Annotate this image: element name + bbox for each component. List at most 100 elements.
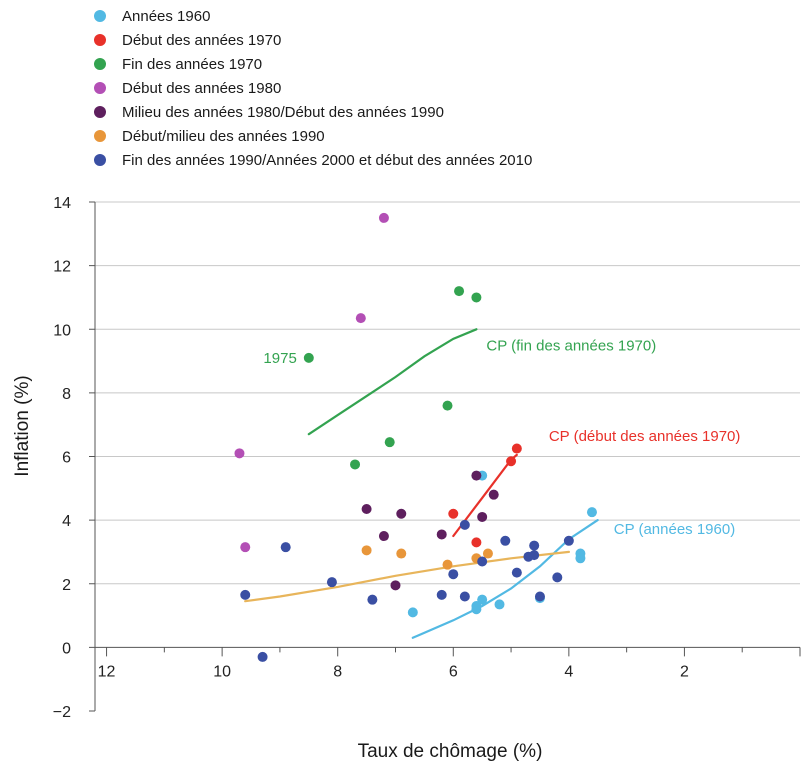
data-point [396,508,407,519]
data-point [529,540,540,551]
data-point [442,400,453,411]
data-point [534,591,545,602]
data-point [471,292,482,303]
data-point [436,589,447,600]
y-tick-label: 12 [53,259,71,276]
data-point [350,459,361,470]
legend-marker-icon [94,58,106,70]
curve-label: CP (fin des années 1970) [486,337,656,354]
data-point [482,548,493,559]
legend-item: Début des années 1970 [94,28,532,52]
data-point [477,594,488,605]
data-point [240,589,251,600]
y-tick-label: 2 [62,577,71,594]
data-point [361,503,372,514]
data-point [529,550,540,561]
legend-item: Début des années 1980 [94,76,532,100]
data-point [361,545,372,556]
data-point [448,569,459,580]
x-tick-label: 4 [564,663,573,680]
legend: Années 1960 Début des années 1970 Fin de… [94,4,532,172]
gridlines [95,201,800,585]
data-point [563,535,574,546]
legend-item: Fin des années 1970 [94,52,532,76]
data-point [367,594,378,605]
data-point [471,601,482,612]
legend-marker-icon [94,10,106,22]
y-tick-label: 4 [62,513,71,530]
data-point [500,535,511,546]
point-annotation: 1975 [263,350,296,367]
phillips-curve [307,328,478,436]
data-point [494,599,505,610]
data-point [459,591,470,602]
data-point [384,437,395,448]
x-tick-label: 2 [680,663,689,680]
legend-item: Début/milieu des années 1990 [94,124,532,148]
data-point [511,567,522,578]
data-point [390,580,401,591]
legend-marker-icon [94,34,106,46]
data-point [511,443,522,454]
x-tick-label: 8 [333,663,342,680]
legend-item: Milieu des années 1980/Début des années … [94,100,532,124]
annotations: CP (fin des années 1970) CP (début des an… [263,337,740,538]
data-point [448,508,459,519]
data-point [355,313,366,324]
legend-label: Début des années 1980 [122,79,282,97]
curve-label: CP (début des années 1970) [549,428,741,445]
legend-label: Début des années 1970 [122,31,282,49]
data-point [234,448,245,459]
data-point [303,352,314,363]
phillips-curve [244,550,570,603]
data-point [436,529,447,540]
y-tick-label: −2 [53,704,71,721]
data-point [586,507,597,518]
y-tick-label: 8 [62,386,71,403]
data-point [488,489,499,500]
y-tick-label: 14 [53,195,71,212]
y-axis-title: Inflation (%) [12,375,33,476]
data-point [506,456,517,467]
data-point [378,531,389,542]
data-point [454,286,465,297]
legend-marker-icon [94,82,106,94]
data-point [575,553,586,564]
data-point [552,572,563,583]
legend-label: Fin des années 1990/Années 2000 et début… [122,151,533,169]
data-point [326,577,337,588]
data-point [240,542,251,553]
data-point [459,519,470,530]
legend-marker-icon [94,154,106,166]
data-point [396,548,407,559]
axes: 14 12 10 8 6 4 2 0 −2 12 10 8 6 4 2 [53,195,801,721]
x-tick-label: 10 [213,663,231,680]
data-points [234,212,597,662]
data-point [477,511,488,522]
data-point [471,470,482,481]
legend-label: Fin des années 1970 [122,55,263,73]
data-point [280,542,291,553]
data-point [477,556,488,567]
data-point [407,607,418,618]
x-axis-title: Taux de chômage (%) [358,741,543,762]
legend-label: Milieu des années 1980/Début des années … [122,103,444,121]
legend-marker-icon [94,106,106,118]
legend-label: Années 1960 [122,7,211,25]
y-tick-label: 10 [53,322,71,339]
data-point [471,537,482,548]
curve-label: CP (années 1960) [614,521,735,538]
y-tick-label: 6 [62,450,71,467]
data-point [442,559,453,570]
curves [244,328,599,639]
x-tick-label: 6 [449,663,458,680]
legend-marker-icon [94,130,106,142]
legend-item: Années 1960 [94,4,532,28]
data-point [257,651,268,662]
x-tick-label: 12 [98,663,116,680]
legend-label: Début/milieu des années 1990 [122,127,325,145]
legend-item: Fin des années 1990/Années 2000 et début… [94,148,532,172]
y-tick-label: 0 [62,640,71,657]
data-point [378,212,389,223]
